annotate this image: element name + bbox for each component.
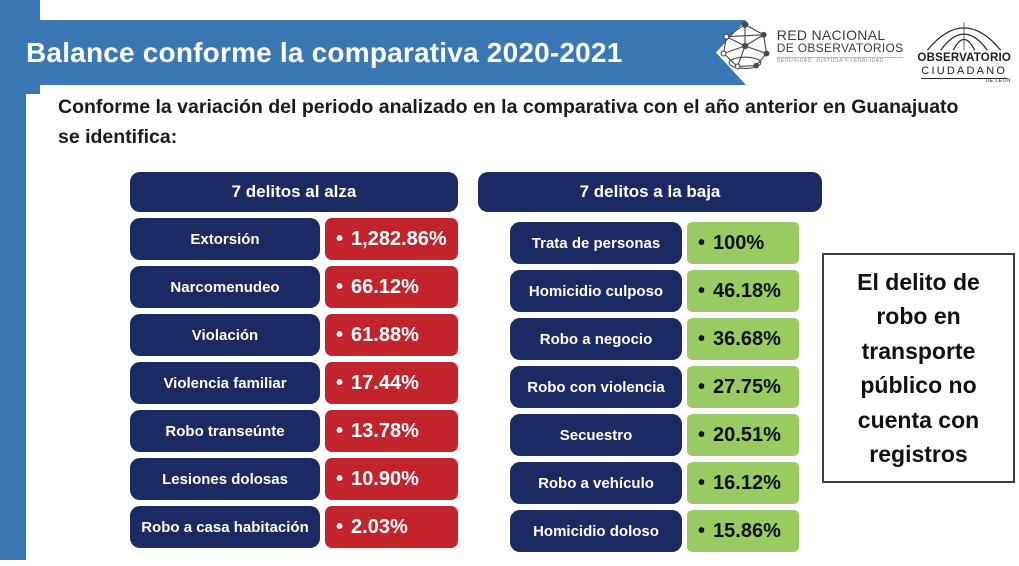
percent-text: 27.75% [713, 375, 781, 398]
bullet-icon: • [336, 516, 344, 538]
table-row: Robo a vehículo • 16.12% [510, 462, 799, 504]
percent-text: 20.51% [713, 423, 781, 446]
network-globe-icon [717, 18, 773, 74]
crime-value: • 17.44% [325, 362, 458, 404]
logo-tagline: SEGURIDAD, JUSTICIA Y LEGALIDAD [776, 57, 904, 64]
crime-value: • 46.18% [687, 270, 799, 312]
bullet-icon: • [698, 520, 706, 542]
crime-value: • 13.78% [325, 410, 458, 452]
observatorio-ciudadano-logo: OBSERVATORIO CIUDADANO DE LEÓN [917, 18, 1011, 84]
crime-label: Extorsión [130, 218, 320, 260]
crime-value: • 61.88% [325, 314, 458, 356]
intro-paragraph: Conforme la variación del periodo analiz… [58, 96, 959, 149]
crime-value: • 27.75% [687, 366, 799, 408]
bullet-icon: • [698, 232, 706, 254]
logo-text-line: RED NACIONAL [776, 26, 886, 43]
table-row: Homicidio culposo • 46.18% [510, 270, 799, 312]
percent-text: 61.88% [351, 323, 419, 346]
crime-label: Homicidio culposo [510, 270, 682, 312]
alza-header: 7 delitos al alza [130, 172, 458, 212]
table-row: Robo con violencia • 27.75% [510, 366, 799, 408]
crime-label: Robo a negocio [510, 318, 682, 360]
crime-value: • 66.12% [325, 266, 458, 308]
alza-column: 7 delitos al alza Extorsión • 1,282.86% N… [130, 172, 458, 554]
crime-value: • 15.86% [687, 510, 799, 552]
table-row: Extorsión • 1,282.86% [130, 218, 458, 260]
percent-text: 17.44% [351, 371, 419, 394]
crime-label: Robo con violencia [510, 366, 682, 408]
baja-rows: Trata de personas • 100% Homicidio culpos… [510, 222, 799, 552]
baja-header: 7 delitos a la baja [478, 172, 822, 212]
note-box: El delito de robo en transporte público … [822, 253, 1015, 483]
table-row: Narcomenudeo • 66.12% [130, 266, 458, 308]
table-row: Homicidio doloso • 15.86% [510, 510, 799, 552]
crime-value: • 36.68% [687, 318, 799, 360]
bullet-icon: • [336, 372, 344, 394]
crime-value: • 2.03% [325, 506, 458, 548]
percent-text: 1,282.86% [351, 227, 447, 250]
logo-text-line: CIUDADANO [921, 65, 1008, 79]
bullet-icon: • [698, 376, 706, 398]
crime-label: Secuestro [510, 414, 682, 456]
bullet-icon: • [336, 468, 344, 490]
crime-value: • 20.51% [687, 414, 799, 456]
title-banner: Balance conforme la comparativa 2020-202… [0, 20, 746, 85]
alza-rows: Extorsión • 1,282.86% Narcomenudeo • 66.12… [130, 218, 458, 548]
percent-text: 15.86% [713, 519, 781, 542]
note-text: El delito de robo en transporte público … [857, 268, 980, 468]
red-nacional-logo: RED NACIONAL DE OBSERVATORIOS SEGURIDAD,… [717, 18, 904, 74]
percent-text: 16.12% [713, 471, 781, 494]
page-title: Balance conforme la comparativa 2020-202… [26, 36, 623, 68]
bullet-icon: • [698, 280, 706, 302]
logo-area: RED NACIONAL DE OBSERVATORIOS SEGURIDAD,… [717, 18, 1011, 84]
table-row: Violencia familiar • 17.44% [130, 362, 458, 404]
crime-label: Violencia familiar [130, 362, 320, 404]
bullet-icon: • [698, 472, 706, 494]
crime-value: • 100% [687, 222, 799, 264]
table-row: Robo transeúnte • 13.78% [130, 410, 458, 452]
logo-text-line: DE OBSERVATORIOS [776, 41, 904, 56]
table-row: Secuestro • 20.51% [510, 414, 799, 456]
bullet-icon: • [336, 276, 344, 298]
logo-sub-text: DE LEÓN [985, 77, 1011, 84]
bullet-icon: • [336, 228, 344, 250]
bullet-icon: • [698, 328, 706, 350]
dome-arc-icon [923, 18, 1005, 52]
crime-value: • 10.90% [325, 458, 458, 500]
logo-text-line: OBSERVATORIO [917, 52, 1011, 64]
crime-label: Robo a casa habitación [130, 506, 320, 548]
crime-label: Violación [130, 314, 320, 356]
bullet-icon: • [698, 424, 706, 446]
percent-text: 66.12% [351, 275, 419, 298]
table-row: Robo a negocio • 36.68% [510, 318, 799, 360]
crime-value: • 1,282.86% [325, 218, 458, 260]
crime-label: Trata de personas [510, 222, 682, 264]
percent-text: 2.03% [351, 515, 408, 538]
table-row: Trata de personas • 100% [510, 222, 799, 264]
crime-label: Narcomenudeo [130, 266, 320, 308]
baja-column: 7 delitos a la baja Trata de personas • 1… [478, 172, 822, 558]
crime-label: Lesiones dolosas [130, 458, 320, 500]
crime-label: Homicidio doloso [510, 510, 682, 552]
crime-label: Robo transeúnte [130, 410, 320, 452]
table-row: Violación • 61.88% [130, 314, 458, 356]
crime-value: • 16.12% [687, 462, 799, 504]
red-nacional-logo-text: RED NACIONAL DE OBSERVATORIOS SEGURIDAD,… [776, 26, 904, 65]
percent-text: 10.90% [351, 467, 419, 490]
table-row: Lesiones dolosas • 10.90% [130, 458, 458, 500]
table-row: Robo a casa habitación • 2.03% [130, 506, 458, 548]
percent-text: 100% [713, 231, 765, 254]
crime-label: Robo a vehículo [510, 462, 682, 504]
bullet-icon: • [336, 324, 344, 346]
percent-text: 46.18% [713, 279, 781, 302]
percent-text: 36.68% [713, 327, 781, 350]
percent-text: 13.78% [351, 419, 419, 442]
bullet-icon: • [336, 420, 344, 442]
